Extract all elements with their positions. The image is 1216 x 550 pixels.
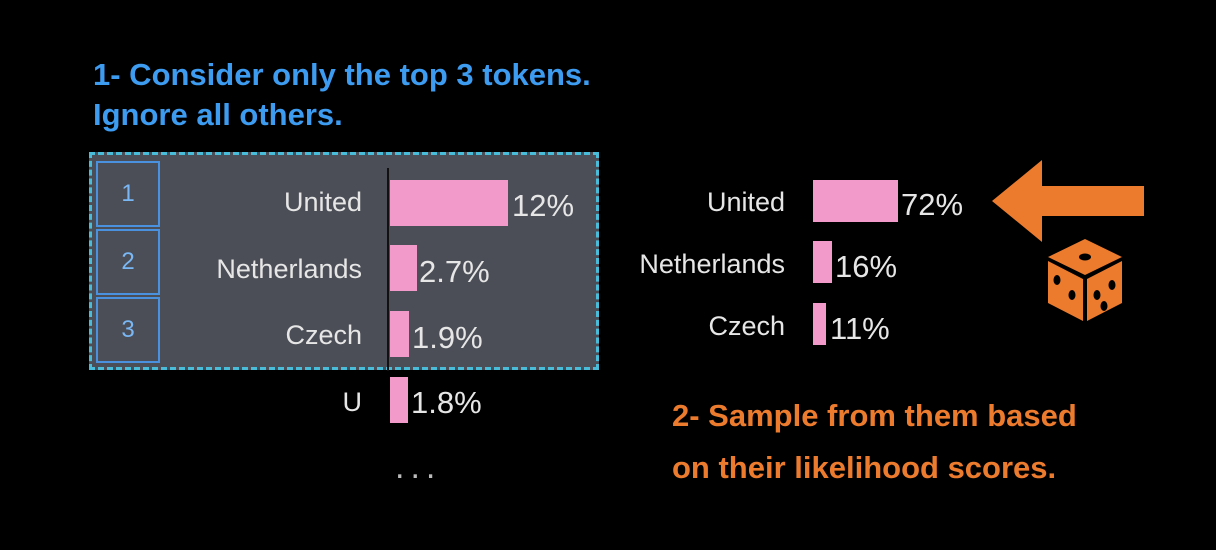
right-pct-label: 16% [835, 249, 898, 284]
left-bar [390, 311, 409, 357]
left-pct-label: 1.9% [412, 320, 483, 355]
left-pct-label: 12% [512, 188, 575, 223]
right-token-label: Netherlands [639, 249, 785, 279]
right-bar [813, 180, 898, 222]
left-token-label: Netherlands [216, 254, 362, 284]
rank-1-box: 1 [96, 161, 160, 227]
top3-selection-box: 1 2 3 [89, 152, 599, 370]
dice-icon [1048, 239, 1122, 321]
step2-line1: 2- Sample from them based [672, 398, 1077, 433]
left-token-label: Czech [285, 320, 362, 350]
right-pct-label: 11% [830, 311, 890, 346]
rank-2-box: 2 [96, 229, 160, 295]
right-token-label: Czech [708, 311, 785, 341]
right-bar [813, 303, 826, 345]
step1-line1: 1- Consider only the top 3 tokens. [93, 57, 591, 92]
left-axis-line [387, 168, 389, 371]
step1-line2: Ignore all others. [93, 97, 343, 132]
left-bar [390, 245, 417, 291]
step1-text: 1- Consider only the top 3 tokens. Ignor… [93, 55, 591, 135]
right-bar [813, 241, 832, 283]
left-bar [390, 180, 508, 226]
left-arrow-icon [992, 160, 1144, 242]
step2-text: 2- Sample from them based on their likel… [672, 390, 1077, 494]
right-pct-label: 72% [901, 187, 964, 222]
left-pct-label: 1.8% [411, 385, 482, 420]
left-bar [390, 377, 408, 423]
left-token-label: United [283, 187, 362, 217]
step2-line2: on their likelihood scores. [672, 450, 1057, 485]
left-pct-label: 2.7% [419, 254, 490, 289]
ellipsis: ... [395, 448, 442, 486]
rank-3-box: 3 [96, 297, 160, 363]
left-token-label: U [342, 387, 363, 417]
right-token-label: United [706, 187, 785, 217]
